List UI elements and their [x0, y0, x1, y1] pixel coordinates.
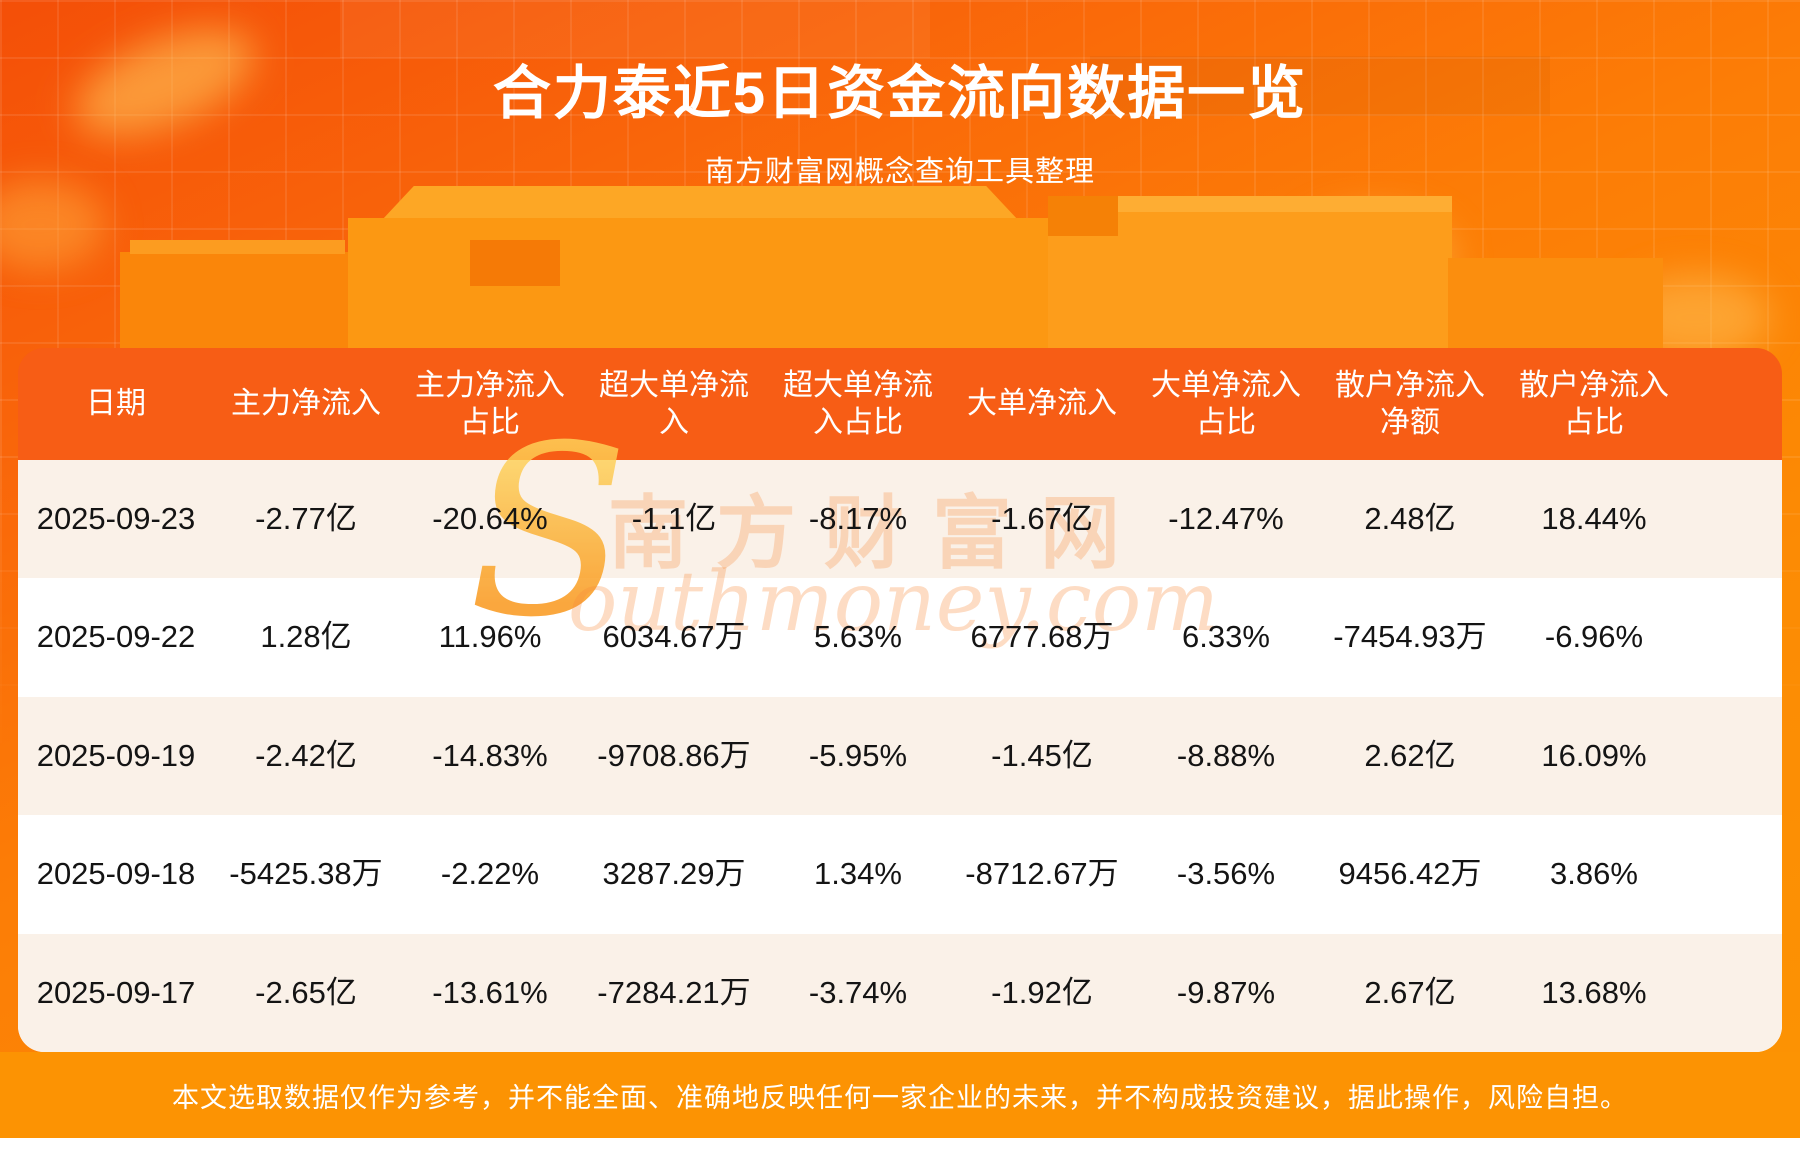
- table-cell: -5425.38万: [229, 856, 383, 892]
- table-cell: -14.83%: [432, 737, 548, 773]
- table-cell: -1.67亿: [991, 500, 1093, 536]
- table-cell: -7284.21万: [597, 974, 751, 1010]
- table-body: 2025-09-23 -2.77亿 -20.64% -1.1亿 -8.17% -1.67亿…: [18, 460, 1782, 1052]
- table-row: 2025-09-19 -2.42亿 -14.83% -9708.86万 -5.95% -1…: [18, 696, 1782, 816]
- table-cell: -1.1亿: [631, 500, 717, 536]
- page-subtitle: 南方财富网概念查询工具整理: [704, 156, 1095, 188]
- table-cell: 2025-09-23: [36, 500, 196, 536]
- table-row: 2025-09-18 -5425.38万 -2.22% 3287.29万 1.34% -8…: [18, 815, 1782, 934]
- header-cell: 超大单净流 入占比: [783, 368, 933, 439]
- background-tile: [340, 0, 930, 58]
- table-cell: 13.68%: [1541, 974, 1647, 1010]
- header-cell: 散户净流入 占比: [1519, 368, 1669, 439]
- table-cell: -9.87%: [1176, 974, 1276, 1010]
- table-cell: -12.47%: [1168, 500, 1284, 536]
- table-cell: -1.92亿: [991, 974, 1093, 1010]
- table-cell: -8.17%: [808, 500, 908, 536]
- table-cell: 6777.68万: [970, 619, 1114, 655]
- table-cell: -1.45亿: [991, 737, 1093, 773]
- table-cell: 2.67亿: [1364, 974, 1456, 1010]
- table-cell: -5.95%: [808, 737, 908, 773]
- data-table-card: 日期 主力净流入 主力净流入 占比 超大单净流入超大单净流 入占比 大单净流入 大单净流入 占比…: [18, 348, 1782, 1052]
- table-cell: 16.09%: [1541, 737, 1647, 773]
- table-cell: -8712.67万: [965, 856, 1119, 892]
- table-cell: 1.28亿: [260, 619, 352, 655]
- table-row: 2025-09-22 1.28亿 11.96% 6034.67万 5.63% 6777.6…: [18, 578, 1782, 697]
- table-cell: -2.65亿: [255, 974, 357, 1010]
- podium-center-top-face: [382, 186, 1018, 220]
- table-cell: -6.96%: [1544, 619, 1644, 655]
- table-cell: 11.96%: [438, 619, 542, 655]
- header-cell: 大单净流入 占比: [1151, 368, 1301, 439]
- table-cell: 2.48亿: [1364, 500, 1456, 536]
- podium-center-box: [348, 218, 1054, 353]
- table-cell: 1.34%: [814, 856, 902, 892]
- table-row: 2025-09-23 -2.77亿 -20.64% -1.1亿 -8.17% -1.67亿…: [18, 460, 1782, 579]
- table-cell: 6034.67万: [602, 619, 746, 655]
- podium-right-accent: [1048, 196, 1118, 236]
- table-cell: 2025-09-17: [36, 974, 196, 1010]
- podium-left-step: [120, 252, 355, 352]
- table-cell: -2.42亿: [255, 737, 357, 773]
- podium-left-step-top: [130, 240, 345, 254]
- header-cell: 日期: [86, 387, 146, 421]
- disclaimer-bar: 本文选取数据仅作为参考，并不能全面、准确地反映任何一家企业的未来，并不构成投资建…: [0, 1052, 1800, 1138]
- table-cell: -3.74%: [808, 974, 908, 1010]
- table-cell: 18.44%: [1541, 500, 1647, 536]
- table-cell: 3287.29万: [602, 856, 746, 892]
- table-cell: 2.62亿: [1364, 737, 1456, 773]
- header-cell: 散户净流入 净额: [1335, 368, 1485, 439]
- table-cell: -2.77亿: [255, 500, 357, 536]
- header-cell: 大单净流入: [967, 387, 1117, 421]
- podium-right-box-top: [1048, 196, 1452, 212]
- table-cell: -20.64%: [432, 500, 548, 536]
- table-cell: 2025-09-19: [36, 737, 196, 773]
- table-cell: 9456.42万: [1338, 856, 1482, 892]
- disclaimer-text: 本文选取数据仅作为参考，并不能全面、准确地反映任何一家企业的未来，并不构成投资建…: [172, 1082, 1628, 1113]
- page-title: 合力泰近5日资金流向数据一览: [492, 61, 1308, 126]
- table-cell: -13.61%: [432, 974, 548, 1010]
- table-cell: 2025-09-22: [36, 619, 196, 655]
- podium-center-accent: [470, 240, 560, 286]
- header-cell: 超大单净流入: [599, 368, 749, 439]
- table-cell: -9708.86万: [597, 737, 751, 773]
- header-cell: 主力净流入 占比: [415, 368, 565, 439]
- table-cell: -3.56%: [1176, 856, 1276, 892]
- table-cell: -7454.93万: [1333, 619, 1487, 655]
- table-cell: 3.86%: [1550, 856, 1638, 892]
- table-cell: 5.63%: [814, 619, 902, 655]
- header-cell: 主力净流入: [231, 387, 381, 421]
- table-header-row: 日期 主力净流入 主力净流入 占比 超大单净流入超大单净流 入占比 大单净流入 大单净流入 占比…: [18, 348, 1782, 460]
- table-cell: 2025-09-18: [36, 856, 196, 892]
- table-row: 2025-09-17 -2.65亿 -13.61% -7284.21万 -3.74% -1…: [18, 933, 1782, 1052]
- podium-far-right-step: [1448, 258, 1663, 353]
- table-cell: -8.88%: [1176, 737, 1276, 773]
- table-cell: 6.33%: [1182, 619, 1270, 655]
- table-cell: -2.22%: [440, 856, 540, 892]
- glow-blob-left: [0, 180, 105, 270]
